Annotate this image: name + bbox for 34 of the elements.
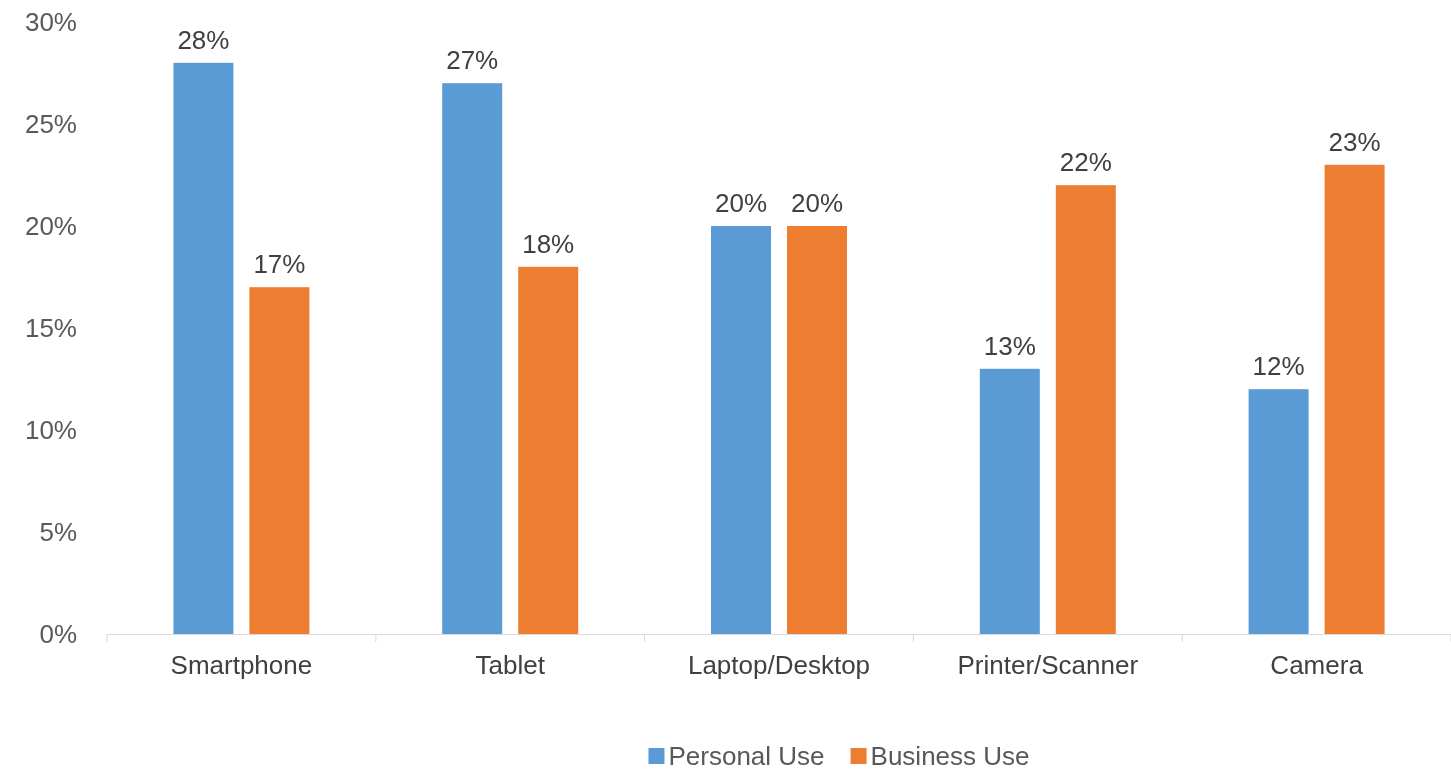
bar: [442, 83, 503, 634]
bar: [979, 368, 1040, 634]
bar: [173, 62, 234, 634]
bar: [1248, 389, 1309, 634]
legend-label: Personal Use: [668, 741, 825, 771]
y-tick-label: 5%: [39, 516, 77, 547]
data-label: 27%: [446, 45, 499, 76]
x-tick-label: Camera: [1270, 650, 1364, 681]
data-label: 18%: [522, 228, 575, 259]
data-label: 23%: [1328, 126, 1381, 157]
data-label: 20%: [714, 188, 768, 218]
y-tick-label: 10%: [24, 414, 77, 445]
x-tick-label: Smartphone: [170, 650, 313, 681]
y-tick-label: 30%: [24, 6, 77, 37]
bar: [249, 287, 310, 634]
data-label: 17%: [253, 249, 306, 280]
data-label: 13%: [983, 330, 1036, 361]
data-label: 28%: [177, 24, 230, 55]
y-tick-label: 25%: [24, 108, 77, 139]
y-tick-label: 20%: [24, 210, 77, 241]
y-tick-label: 0%: [39, 618, 77, 649]
x-tick-label: Tablet: [475, 650, 546, 681]
x-tick-label: Laptop/Desktop: [687, 650, 871, 681]
bar: [518, 266, 579, 634]
data-label: 22%: [1059, 147, 1112, 178]
data-label: 20%: [790, 188, 844, 218]
bar: [787, 226, 847, 634]
bar: [1055, 185, 1116, 634]
data-label: 12%: [1252, 351, 1305, 382]
bar: [1324, 164, 1385, 634]
legend-label: Business Use: [870, 741, 1030, 771]
bar: [711, 226, 771, 634]
x-tick-label: Printer/Scanner: [957, 650, 1139, 681]
y-tick-label: 15%: [24, 312, 77, 343]
